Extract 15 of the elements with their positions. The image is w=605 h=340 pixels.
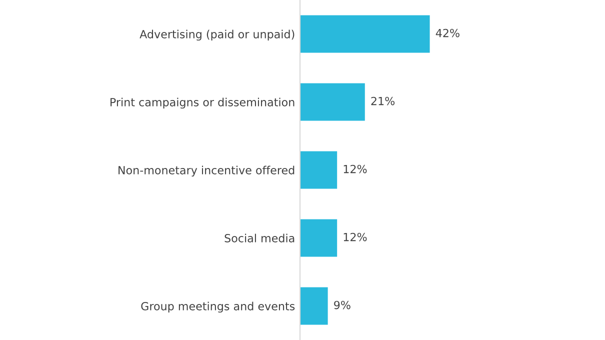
bar: [300, 287, 328, 325]
y-tick-label: Non-monetary incentive offered: [118, 166, 294, 177]
bar: [300, 219, 338, 257]
y-tick-label: Group meetings and events: [141, 302, 295, 313]
bar: [300, 83, 365, 121]
y-tick-label: Advertising (paid or unpaid): [140, 30, 294, 41]
data-label: 42%: [436, 28, 460, 38]
y-tick-label: Social media: [224, 234, 294, 242]
bar: [300, 151, 338, 189]
bar: [300, 15, 430, 53]
data-label: 9%: [334, 300, 350, 310]
data-label: 12%: [344, 164, 367, 174]
data-label: 12%: [344, 232, 367, 242]
data-label: 21%: [371, 96, 395, 106]
y-tick-label: Print campaigns or dissemination: [110, 98, 294, 109]
